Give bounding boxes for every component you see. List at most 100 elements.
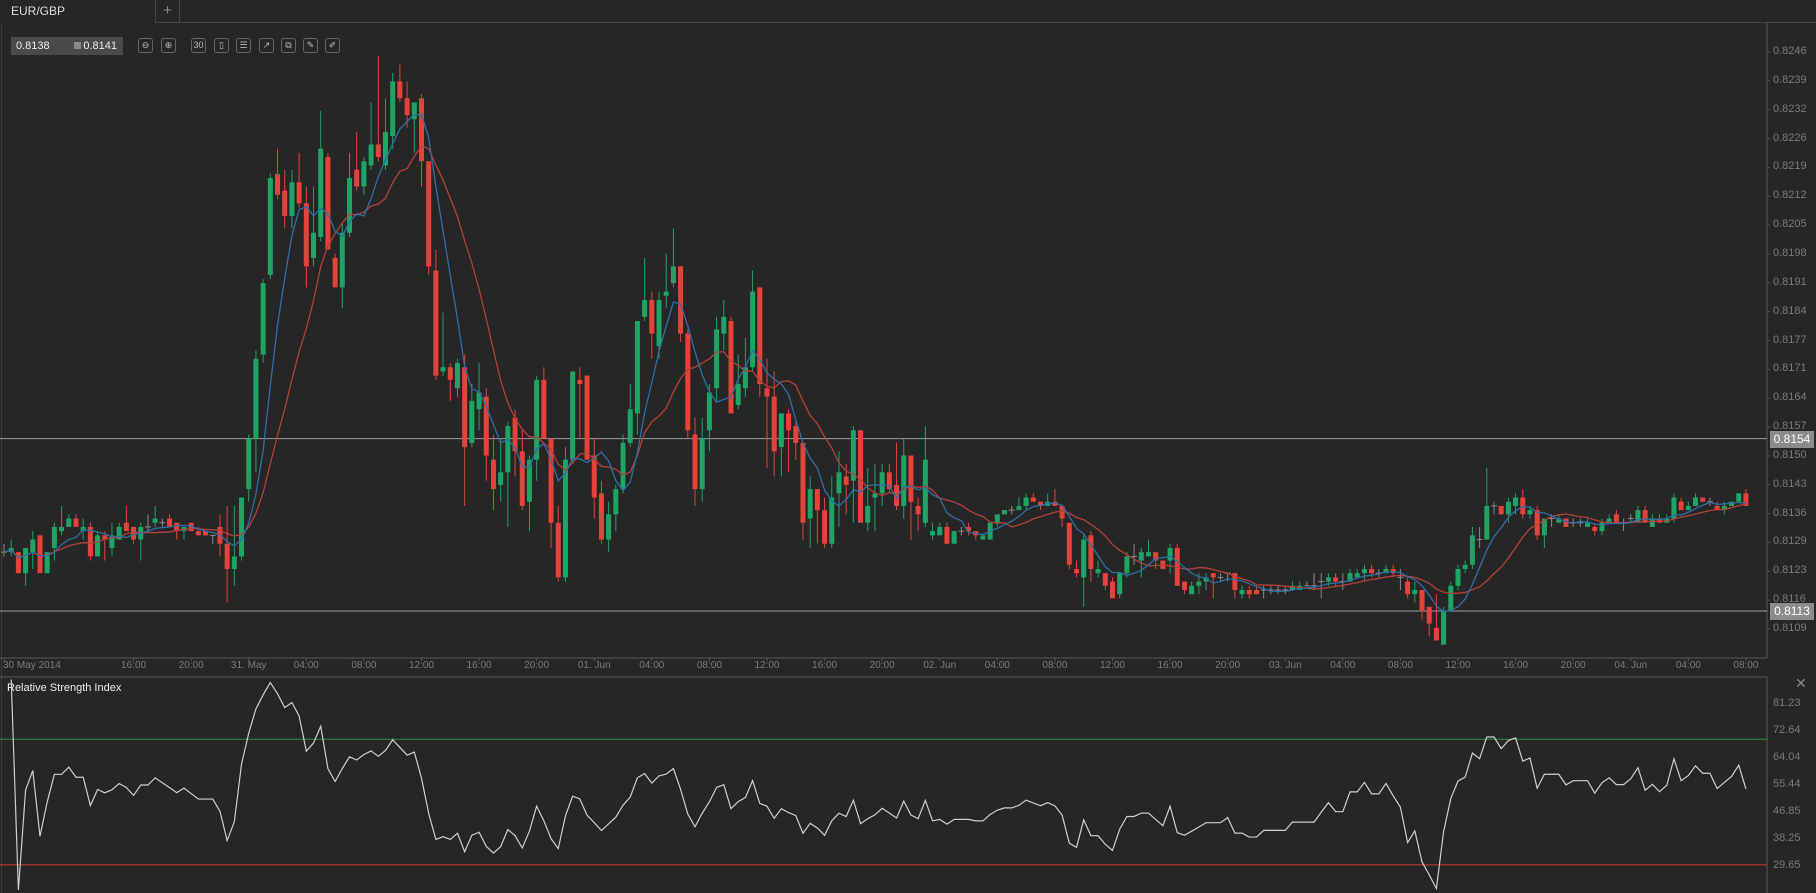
candle-body — [1592, 526, 1598, 532]
draw-button[interactable]: ✐ — [325, 38, 340, 53]
candle-body — [872, 493, 878, 498]
horizontal-line-price-tag[interactable]: 0.8113 — [1770, 602, 1814, 620]
candle-body — [591, 455, 597, 498]
zoom-in-button[interactable]: ⊕ — [161, 38, 176, 53]
candle — [454, 358, 460, 397]
candle — [606, 501, 612, 553]
candle — [138, 522, 144, 561]
candle-body — [642, 299, 648, 317]
price-tick-label: 0.8109 — [1773, 622, 1807, 634]
timeframe-button[interactable]: 30 — [191, 38, 206, 53]
candle-body — [1729, 501, 1735, 506]
candle-body — [462, 367, 468, 448]
candle-body — [534, 379, 540, 460]
candle-body — [1433, 627, 1439, 641]
price-tick-label: 0.8246 — [1773, 45, 1807, 57]
candle-body — [822, 510, 828, 544]
candle-body — [1016, 505, 1022, 511]
candle-body — [246, 438, 252, 490]
candle-body — [598, 493, 604, 540]
candle — [908, 455, 914, 540]
candle-body — [670, 266, 676, 284]
tab-eur-gbp[interactable]: EUR/GBP — [0, 0, 156, 23]
candle — [1620, 518, 1627, 532]
rsi-tick-label: 72.64 — [1773, 723, 1801, 736]
draw-icon: ✐ — [328, 40, 337, 50]
rsi-tick-label: 64.04 — [1773, 750, 1801, 763]
horizontal-line-price-tag[interactable]: 0.8154 — [1770, 430, 1814, 448]
candle-body — [526, 459, 532, 502]
candle-body — [1138, 552, 1144, 561]
candle-body — [1333, 577, 1339, 582]
candle-body — [167, 518, 173, 527]
candle-body — [1038, 501, 1044, 506]
candle — [1627, 514, 1634, 523]
candle-body — [1534, 510, 1540, 536]
candle — [332, 253, 338, 288]
candle-body — [239, 497, 245, 557]
candle-body — [95, 535, 101, 557]
candle — [836, 451, 842, 527]
candle-body — [1002, 510, 1008, 515]
tab-label: EUR/GBP — [11, 4, 66, 18]
candle — [1217, 573, 1224, 582]
time-tick-label: 20:00 — [178, 660, 204, 671]
candle — [944, 522, 950, 544]
candle-body — [267, 178, 273, 275]
left-border — [1, 23, 2, 893]
time-tick-label: 20:00 — [869, 660, 895, 671]
candle-body — [1448, 585, 1454, 611]
candle-body — [994, 514, 1000, 523]
candle — [894, 442, 900, 511]
candle-body — [1657, 518, 1663, 523]
price-tick-label: 0.8171 — [1773, 362, 1807, 375]
candle-body — [87, 526, 93, 557]
time-tick-label: 04:00 — [984, 660, 1010, 671]
candle — [1167, 543, 1173, 574]
candle-body — [1153, 552, 1159, 561]
chart-type-button[interactable]: ▯ — [214, 38, 229, 53]
price-tick-label: 0.8143 — [1773, 477, 1807, 490]
zoom-out-button[interactable]: ⊖ — [138, 38, 153, 53]
candle-body — [1210, 573, 1216, 578]
candle — [757, 287, 763, 397]
candle — [1433, 594, 1439, 641]
rsi-tick-label: 81.23 — [1773, 696, 1801, 709]
candle-body — [606, 514, 612, 540]
candle — [1469, 526, 1475, 569]
candle-body — [339, 232, 345, 288]
candle-body — [678, 266, 684, 334]
chart-type-icon: ▯ — [219, 40, 224, 50]
candle — [311, 186, 317, 267]
candle-body — [325, 157, 331, 250]
candle-body — [1390, 568, 1396, 574]
candle-body — [1232, 573, 1238, 590]
candle-body — [37, 535, 43, 574]
candle — [512, 409, 518, 477]
candle — [1563, 518, 1569, 527]
tab-bar: EUR/GBP + — [0, 0, 1816, 23]
candle — [699, 417, 705, 502]
candle-body — [814, 489, 820, 511]
add-tab-button[interactable]: + — [156, 0, 180, 23]
time-tick-label: 08:00 — [1387, 660, 1413, 671]
indicators-button[interactable]: ☰ — [236, 38, 251, 53]
candle — [613, 484, 619, 532]
candle-body — [1635, 510, 1641, 523]
candle-body — [1253, 589, 1259, 595]
candle-body — [505, 426, 511, 473]
copy-button[interactable]: ⧉ — [281, 38, 296, 53]
auto-scale-button[interactable]: ↗ — [259, 38, 274, 53]
rsi-close-icon[interactable]: ✕ — [1795, 675, 1807, 691]
candle-body — [1563, 518, 1569, 527]
candle-body — [361, 161, 367, 187]
candle-body — [282, 190, 288, 216]
candle-body — [1023, 497, 1029, 506]
candle-body — [1606, 518, 1612, 523]
candle — [390, 73, 396, 149]
candle-body — [332, 257, 338, 288]
candle — [1412, 581, 1418, 603]
edit-button[interactable]: ✎ — [303, 38, 318, 53]
candle-body — [699, 438, 705, 490]
